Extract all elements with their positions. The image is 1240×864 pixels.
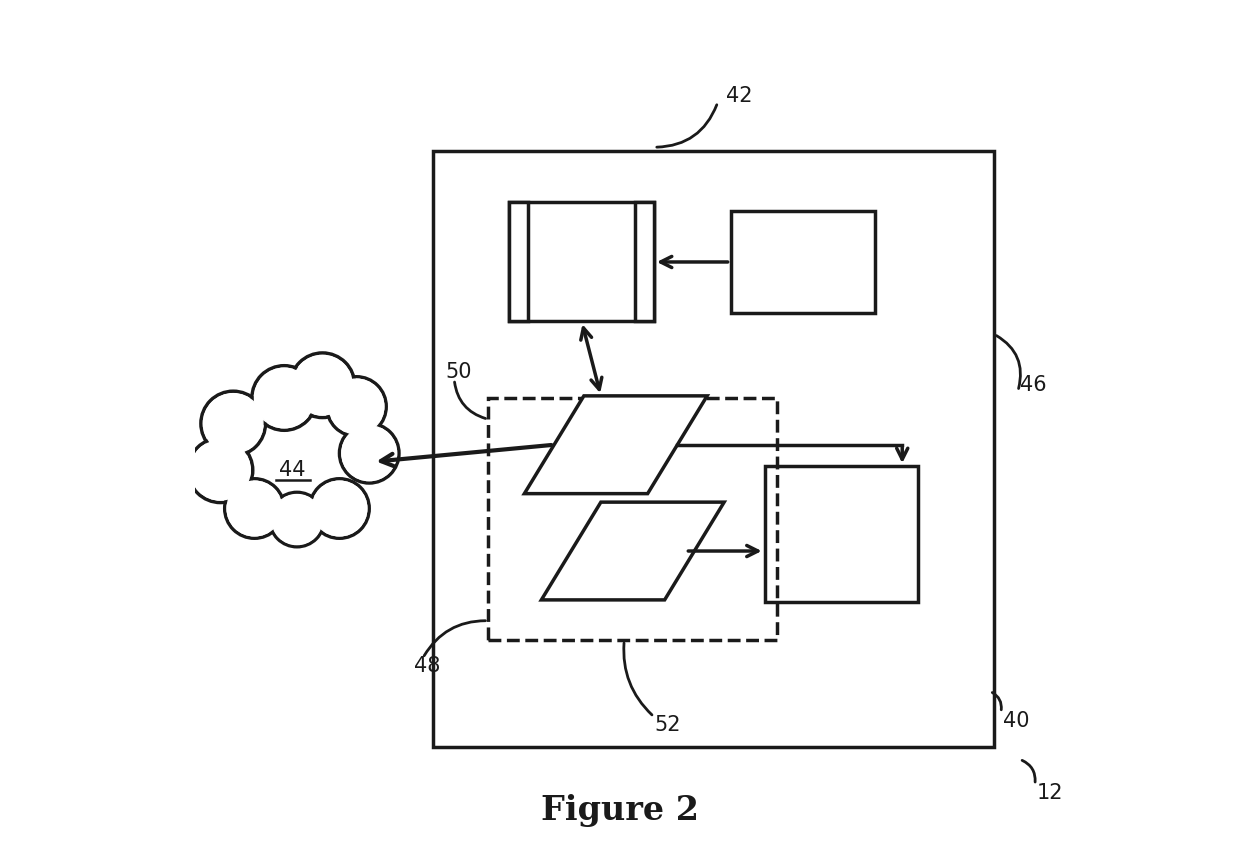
Circle shape	[326, 377, 386, 436]
Text: 50: 50	[445, 363, 472, 383]
Text: 52: 52	[653, 715, 681, 735]
Text: 12: 12	[1037, 784, 1063, 804]
Circle shape	[188, 438, 253, 503]
Text: Figure 2: Figure 2	[541, 794, 699, 827]
Text: 42: 42	[727, 86, 753, 106]
Bar	[489, 398, 777, 640]
Circle shape	[191, 441, 250, 500]
Circle shape	[329, 379, 384, 434]
Bar	[765, 466, 918, 602]
Circle shape	[310, 479, 370, 538]
Text: 48: 48	[414, 656, 440, 676]
Circle shape	[227, 481, 281, 536]
Text: 40: 40	[1003, 711, 1029, 731]
Bar	[433, 151, 994, 746]
Bar	[635, 202, 653, 321]
Circle shape	[272, 494, 322, 544]
Text: 46: 46	[1019, 375, 1047, 395]
Circle shape	[290, 353, 355, 417]
Circle shape	[254, 368, 314, 428]
Circle shape	[340, 423, 399, 483]
Circle shape	[312, 481, 367, 536]
Circle shape	[342, 426, 397, 480]
Circle shape	[203, 394, 263, 454]
Circle shape	[293, 355, 352, 415]
Text: 44: 44	[279, 461, 306, 480]
Circle shape	[201, 391, 265, 456]
Bar	[510, 202, 528, 321]
Polygon shape	[525, 396, 707, 493]
Bar	[510, 202, 653, 321]
Circle shape	[270, 492, 324, 547]
Circle shape	[252, 365, 316, 430]
Bar	[730, 211, 875, 313]
Polygon shape	[542, 502, 724, 600]
Circle shape	[224, 479, 284, 538]
